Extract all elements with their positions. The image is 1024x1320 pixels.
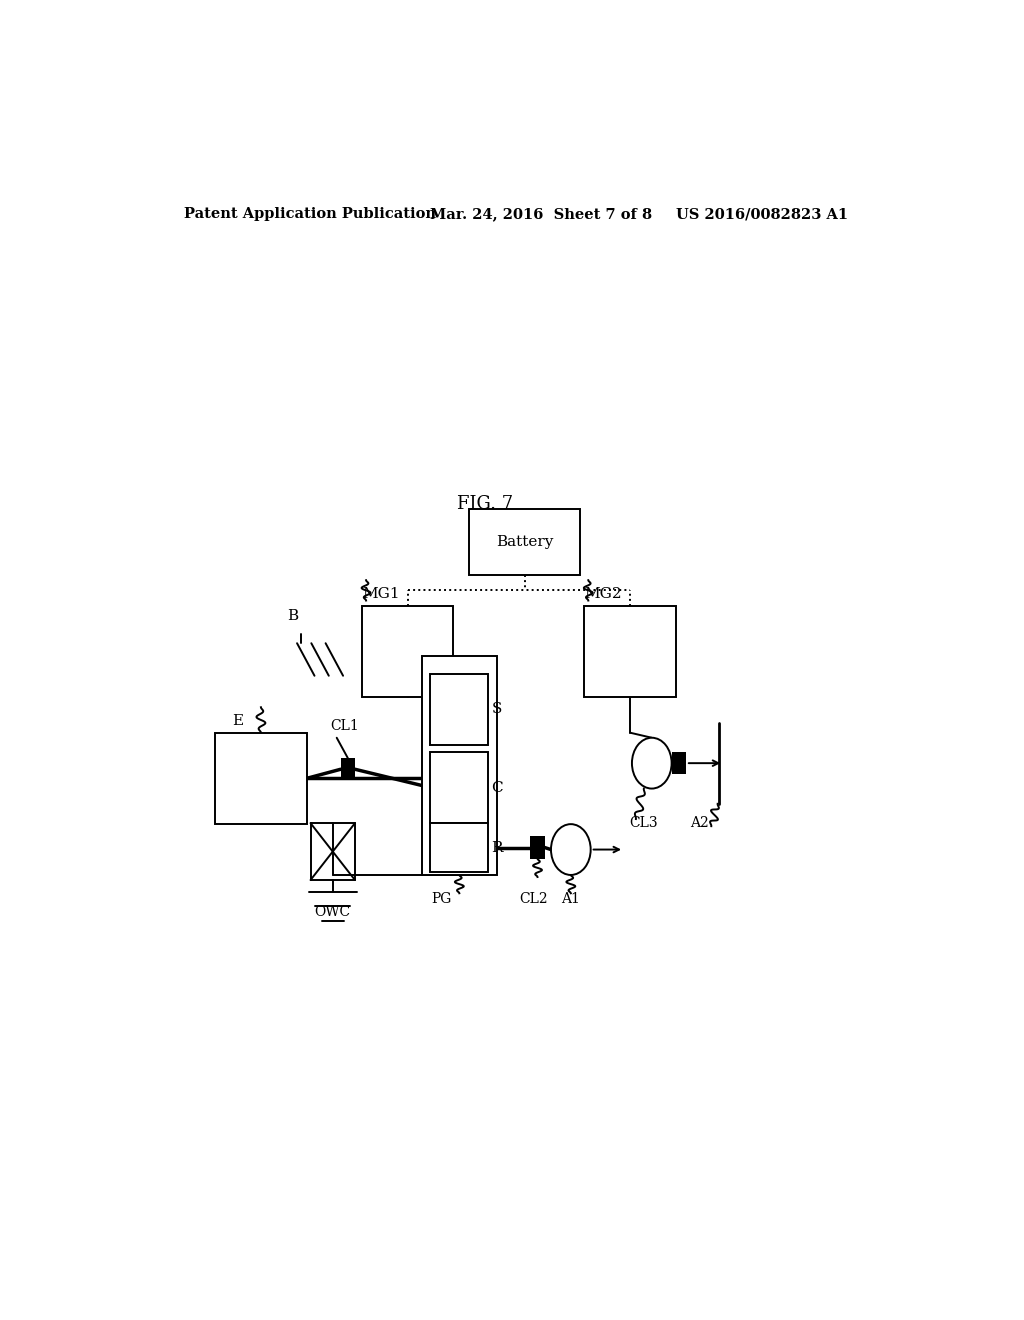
Text: Mar. 24, 2016  Sheet 7 of 8: Mar. 24, 2016 Sheet 7 of 8 <box>430 207 651 222</box>
Text: Patent Application Publication: Patent Application Publication <box>183 207 435 222</box>
Text: A2: A2 <box>690 816 709 830</box>
Bar <box>585 606 676 697</box>
Text: R: R <box>492 841 503 854</box>
Text: PG: PG <box>431 892 452 907</box>
Text: E: E <box>232 714 243 727</box>
Text: Battery: Battery <box>496 535 554 549</box>
Text: CL2: CL2 <box>519 892 548 907</box>
Text: FIG. 7: FIG. 7 <box>457 495 513 513</box>
Text: OWC: OWC <box>314 906 351 920</box>
Bar <box>362 606 454 697</box>
Circle shape <box>551 824 591 875</box>
Text: C: C <box>492 780 503 795</box>
Text: CL1: CL1 <box>331 718 359 733</box>
Bar <box>215 733 306 824</box>
Bar <box>422 656 497 875</box>
Text: MG2: MG2 <box>585 586 622 601</box>
Text: S: S <box>492 702 502 717</box>
Bar <box>430 752 487 824</box>
Text: B: B <box>288 609 299 623</box>
Circle shape <box>632 738 672 788</box>
Text: CL3: CL3 <box>630 816 658 830</box>
Bar <box>430 824 487 873</box>
Text: US 2016/0082823 A1: US 2016/0082823 A1 <box>676 207 848 222</box>
Bar <box>469 510 581 576</box>
Bar <box>530 837 545 859</box>
Bar <box>672 752 686 775</box>
Text: A1: A1 <box>561 892 581 907</box>
Bar <box>430 673 487 744</box>
Bar <box>341 758 355 780</box>
Text: MG1: MG1 <box>362 586 399 601</box>
